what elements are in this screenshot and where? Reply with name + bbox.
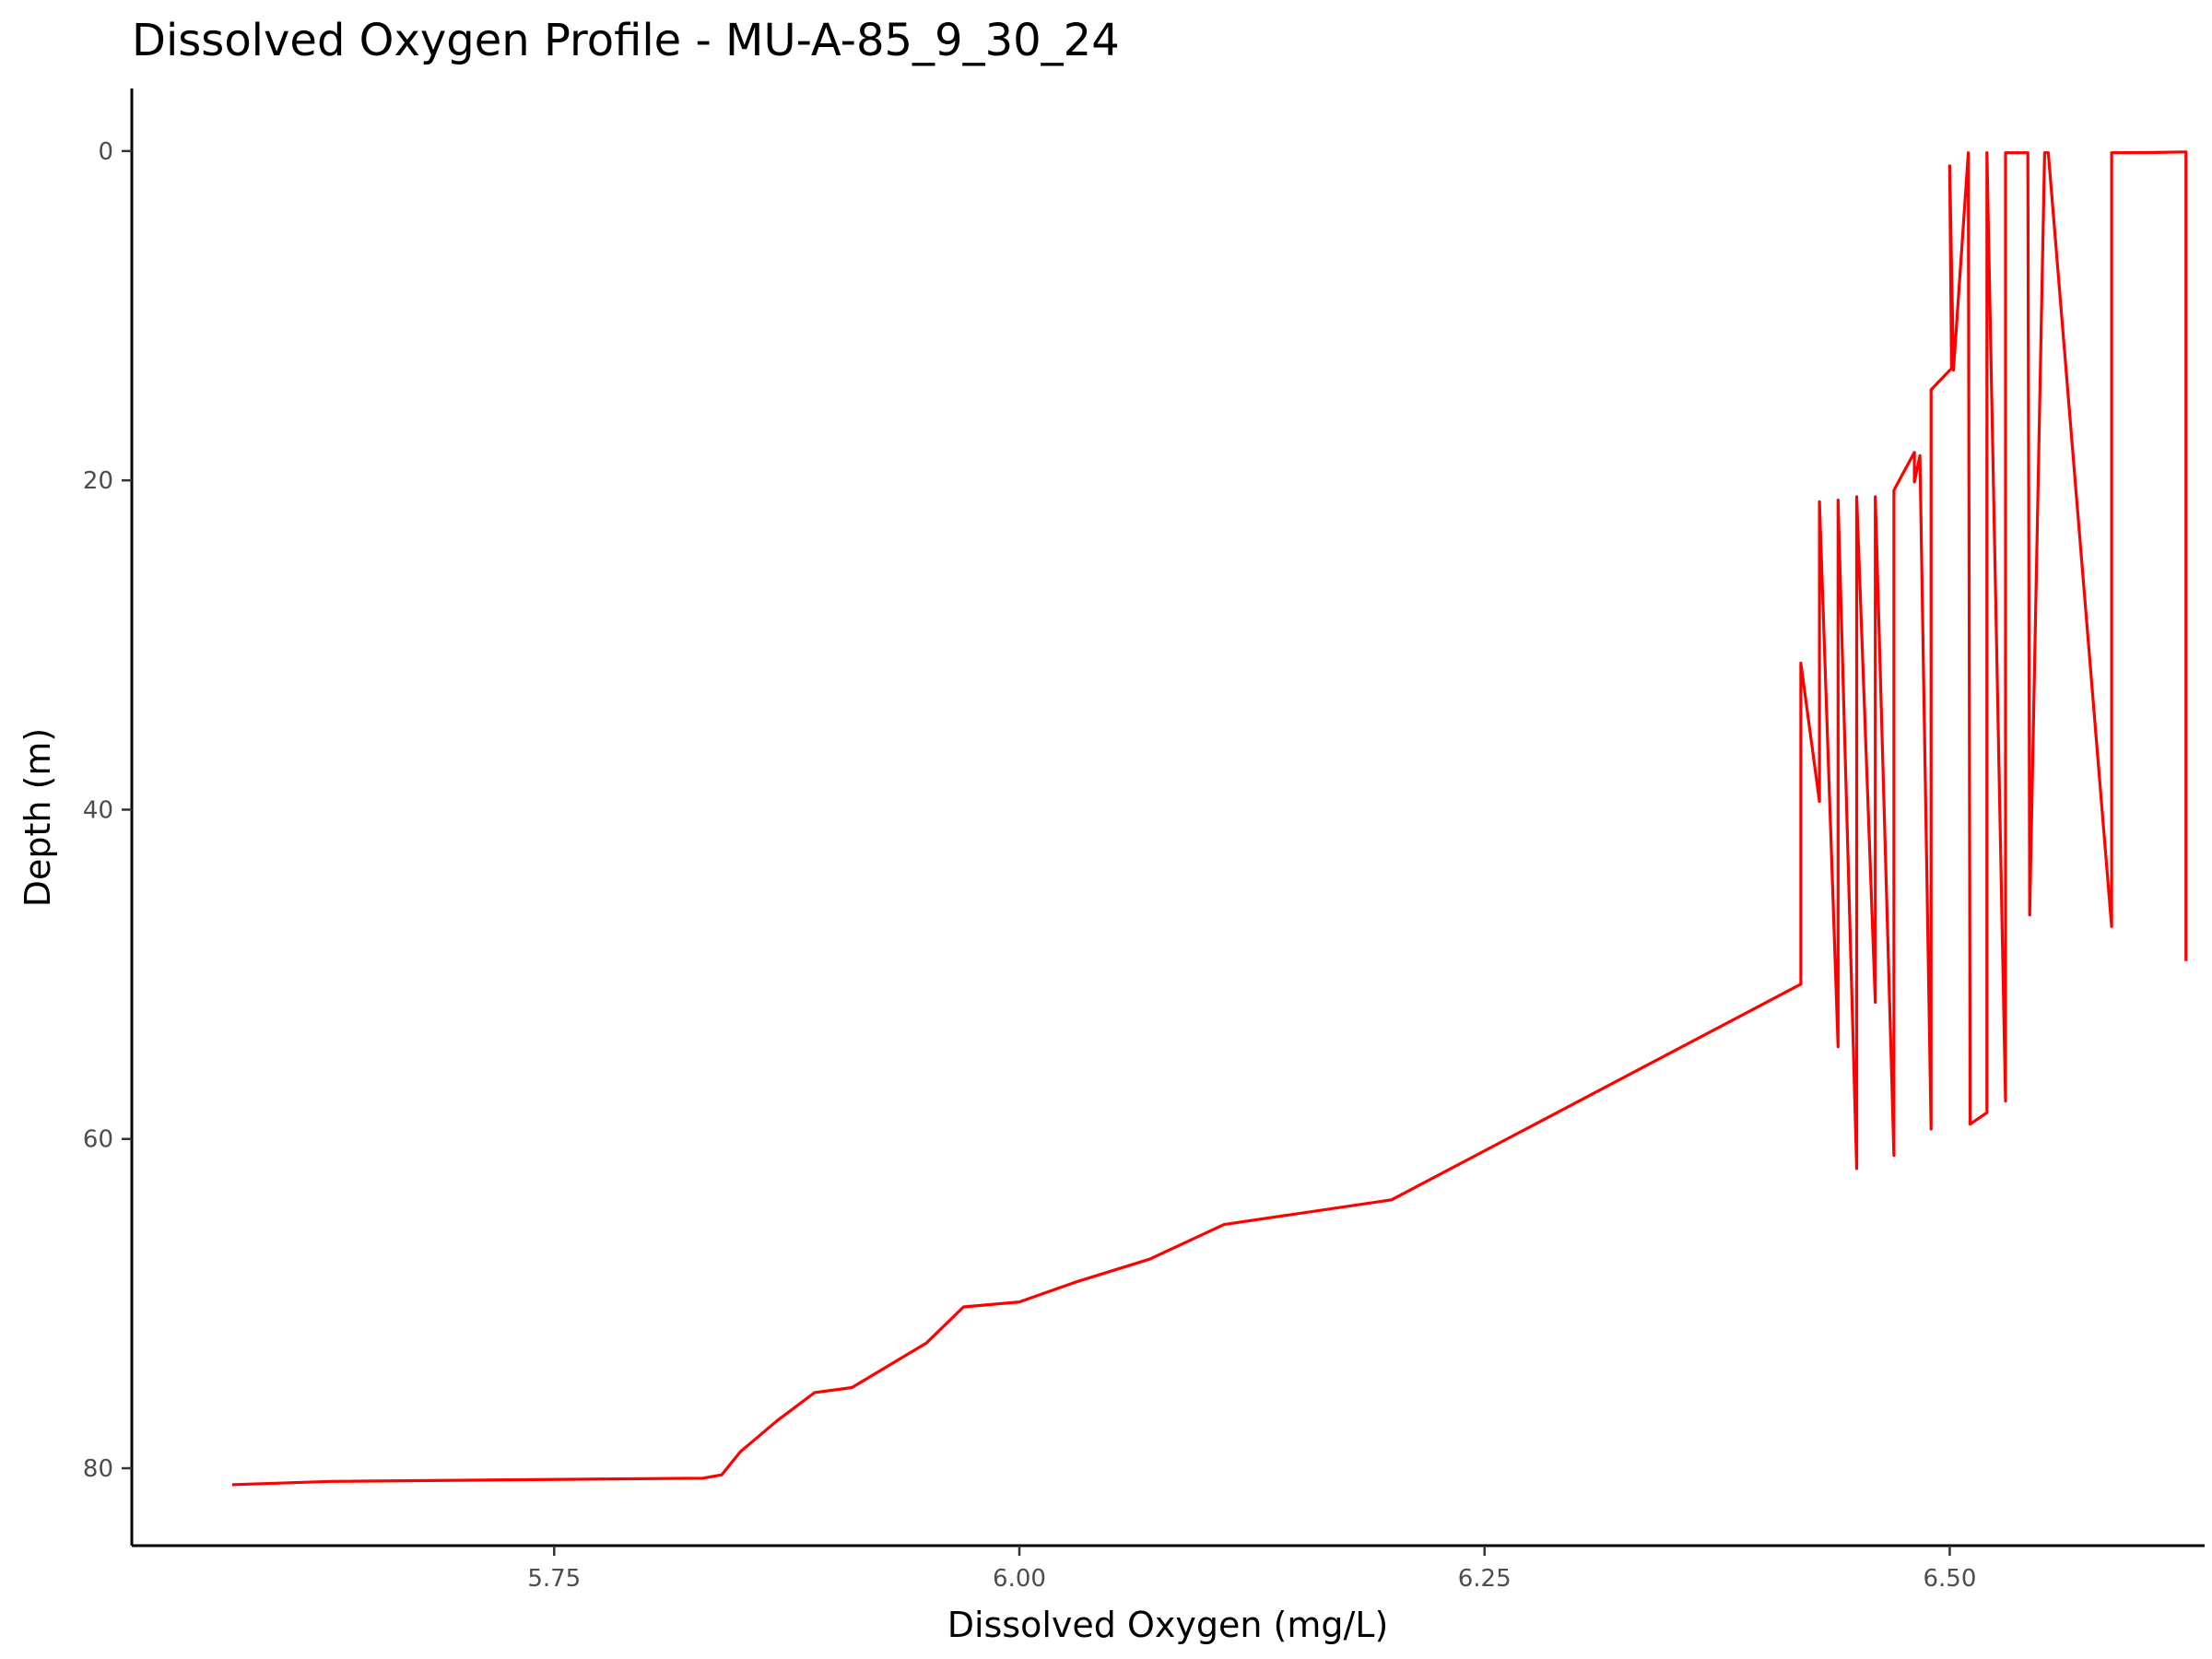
y-tick-label: 40 [83,796,113,824]
y-axis-title: Depth (m) [18,728,58,908]
y-axis-ticks: 0 20 40 60 80 [83,138,132,1483]
x-tick-label: 5.75 [527,1565,581,1593]
chart-title: Dissolved Oxygen Profile - MU-A-85_9_30_… [132,15,1120,66]
x-tick-label: 6.50 [1923,1565,1976,1593]
x-axis-title: Dissolved Oxygen (mg/L) [947,1605,1389,1645]
y-tick-label: 60 [83,1126,113,1154]
x-axis-ticks: 5.75 6.00 6.25 6.50 [527,1546,1976,1593]
y-tick-label: 80 [83,1455,113,1483]
plot-area [231,150,2188,1487]
x-tick-label: 6.00 [993,1565,1046,1593]
y-tick-label: 20 [83,467,113,495]
series-line-dissolved-oxygen [231,150,2188,1487]
y-tick-label: 0 [98,138,113,166]
x-tick-label: 6.25 [1458,1565,1512,1593]
